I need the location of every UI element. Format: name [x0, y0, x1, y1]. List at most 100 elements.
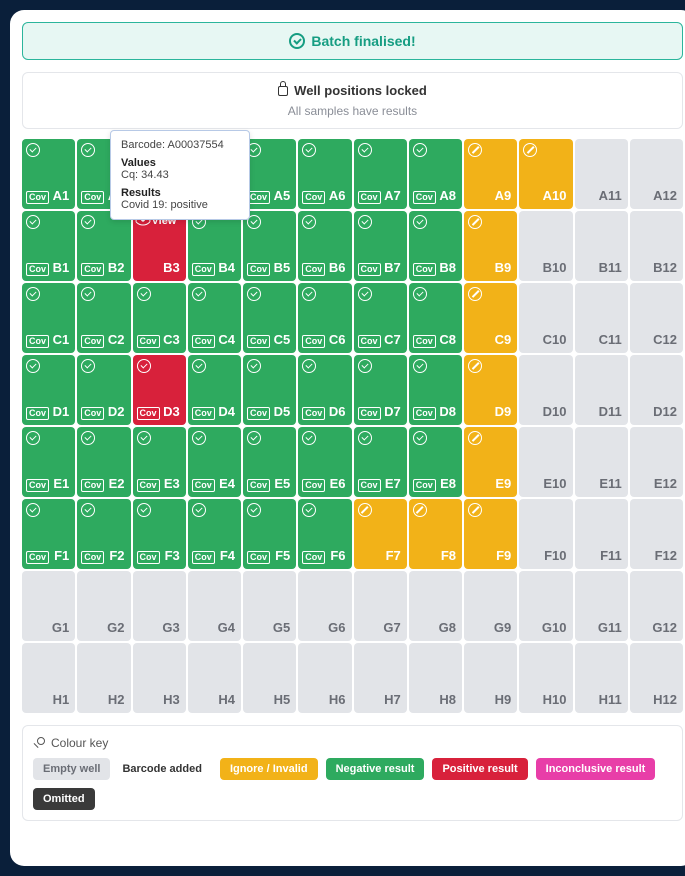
well-B7[interactable]: CovB7 — [354, 211, 407, 281]
well-G5: G5 — [243, 571, 296, 641]
well-D1[interactable]: Cov D1 — [22, 355, 75, 425]
well-label: E8 — [440, 476, 456, 491]
well-label: F6 — [330, 548, 345, 563]
well-A6[interactable]: CovA6 — [298, 139, 351, 209]
well-E9[interactable]: E9 — [464, 427, 517, 497]
tooltip-barcode: Barcode: A00037554 — [121, 139, 239, 151]
well-B9[interactable]: B9 — [464, 211, 517, 281]
well-B1[interactable]: CovB1 — [22, 211, 75, 281]
well-label: G7 — [383, 620, 400, 635]
well-D12: D12 — [630, 355, 683, 425]
well-C9[interactable]: C9 — [464, 283, 517, 353]
well-D7[interactable]: CovD7 — [354, 355, 407, 425]
well-label: A11 — [599, 188, 622, 203]
well-label: H2 — [108, 692, 125, 707]
well-label: D1 — [53, 404, 70, 419]
well-label: G10 — [542, 620, 567, 635]
well-D2[interactable]: CovD2 — [77, 355, 130, 425]
well-D4[interactable]: CovD4 — [188, 355, 241, 425]
cov-tag: Cov — [26, 407, 49, 420]
well-label: D7 — [384, 404, 401, 419]
well-H8: H8 — [409, 643, 462, 713]
tooltip-barcode-value: A00037554 — [167, 139, 223, 151]
slash-icon — [413, 503, 427, 517]
well-D5[interactable]: CovD5 — [243, 355, 296, 425]
well-E6[interactable]: CovE6 — [298, 427, 351, 497]
check-icon — [413, 143, 427, 157]
well-C5[interactable]: CovC5 — [243, 283, 296, 353]
well-label: A9 — [495, 188, 512, 203]
cov-tag: Cov — [302, 407, 325, 420]
well-D6[interactable]: Cov D6 — [298, 355, 351, 425]
well-E5[interactable]: CovE5 — [243, 427, 296, 497]
well-E4[interactable]: CovE4 — [188, 427, 241, 497]
well-F5[interactable]: CovF5 — [243, 499, 296, 569]
well-F6[interactable]: CovF6 — [298, 499, 351, 569]
well-C8[interactable]: CovC8 — [409, 283, 462, 353]
well-D3[interactable]: CovD3 — [133, 355, 186, 425]
well-A12: A12 — [630, 139, 683, 209]
check-icon — [247, 359, 261, 373]
well-C4[interactable]: CovC4 — [188, 283, 241, 353]
well-A9[interactable]: A9 — [464, 139, 517, 209]
well-B6[interactable]: CovB6 — [298, 211, 351, 281]
legend-title-row: Colour key — [33, 736, 672, 750]
check-icon — [302, 431, 316, 445]
well-B5[interactable]: CovB5 — [243, 211, 296, 281]
well-C2[interactable]: CovC2 — [77, 283, 130, 353]
well-label: E1 — [53, 476, 69, 491]
well-E3[interactable]: CovE3 — [133, 427, 186, 497]
well-G9: G9 — [464, 571, 517, 641]
cov-tag: Cov — [192, 407, 215, 420]
well-A8[interactable]: CovA8 — [409, 139, 462, 209]
well-F4[interactable]: Cov F4 — [188, 499, 241, 569]
well-F2[interactable]: CovF2 — [77, 499, 130, 569]
well-E7[interactable]: CovE7 — [354, 427, 407, 497]
check-icon — [26, 503, 40, 517]
well-F8[interactable]: F8 — [409, 499, 462, 569]
cov-tag: Cov — [81, 479, 104, 492]
well-label: D6 — [329, 404, 346, 419]
well-label: A8 — [439, 188, 456, 203]
check-icon — [413, 215, 427, 229]
well-C3[interactable]: CovC3 — [133, 283, 186, 353]
cov-tag: Cov — [192, 551, 215, 564]
check-icon — [247, 503, 261, 517]
well-B4[interactable]: CovB4 — [188, 211, 241, 281]
well-B3[interactable]: ViewB3 — [133, 211, 186, 281]
well-label: B10 — [543, 260, 567, 275]
well-A7[interactable]: CovA7 — [354, 139, 407, 209]
well-label: G2 — [107, 620, 124, 635]
cov-tag: Cov — [413, 479, 436, 492]
well-D8[interactable]: CovD8 — [409, 355, 462, 425]
well-C1[interactable]: CovC1 — [22, 283, 75, 353]
well-F9[interactable]: F9 — [464, 499, 517, 569]
check-icon — [81, 215, 95, 229]
well-B2[interactable]: CovB2 — [77, 211, 130, 281]
well-label: C4 — [218, 332, 235, 347]
well-C7[interactable]: CovC7 — [354, 283, 407, 353]
well-label: E10 — [543, 476, 566, 491]
well-E2[interactable]: CovE2 — [77, 427, 130, 497]
well-B8[interactable]: CovB8 — [409, 211, 462, 281]
well-A5[interactable]: CovA5 — [243, 139, 296, 209]
well-E8[interactable]: Cov E8 — [409, 427, 462, 497]
well-label: F12 — [655, 548, 677, 563]
cov-tag: Cov — [26, 335, 49, 348]
well-F3[interactable]: CovF3 — [133, 499, 186, 569]
well-label: H6 — [329, 692, 346, 707]
well-label: B2 — [108, 260, 125, 275]
well-A10[interactable]: A10 — [519, 139, 572, 209]
well-F7[interactable]: F7 — [354, 499, 407, 569]
well-D9[interactable]: D9 — [464, 355, 517, 425]
legend-chip-empty: Empty well — [33, 758, 110, 780]
well-A1[interactable]: CovA1 — [22, 139, 75, 209]
well-label: E5 — [274, 476, 290, 491]
well-F1[interactable]: CovF1 — [22, 499, 75, 569]
well-C6[interactable]: CovC6 — [298, 283, 351, 353]
check-icon — [81, 359, 95, 373]
well-label: D11 — [599, 404, 622, 419]
well-E1[interactable]: CovE1 — [22, 427, 75, 497]
cov-tag: Cov — [192, 263, 215, 276]
well-label: F4 — [220, 548, 235, 563]
